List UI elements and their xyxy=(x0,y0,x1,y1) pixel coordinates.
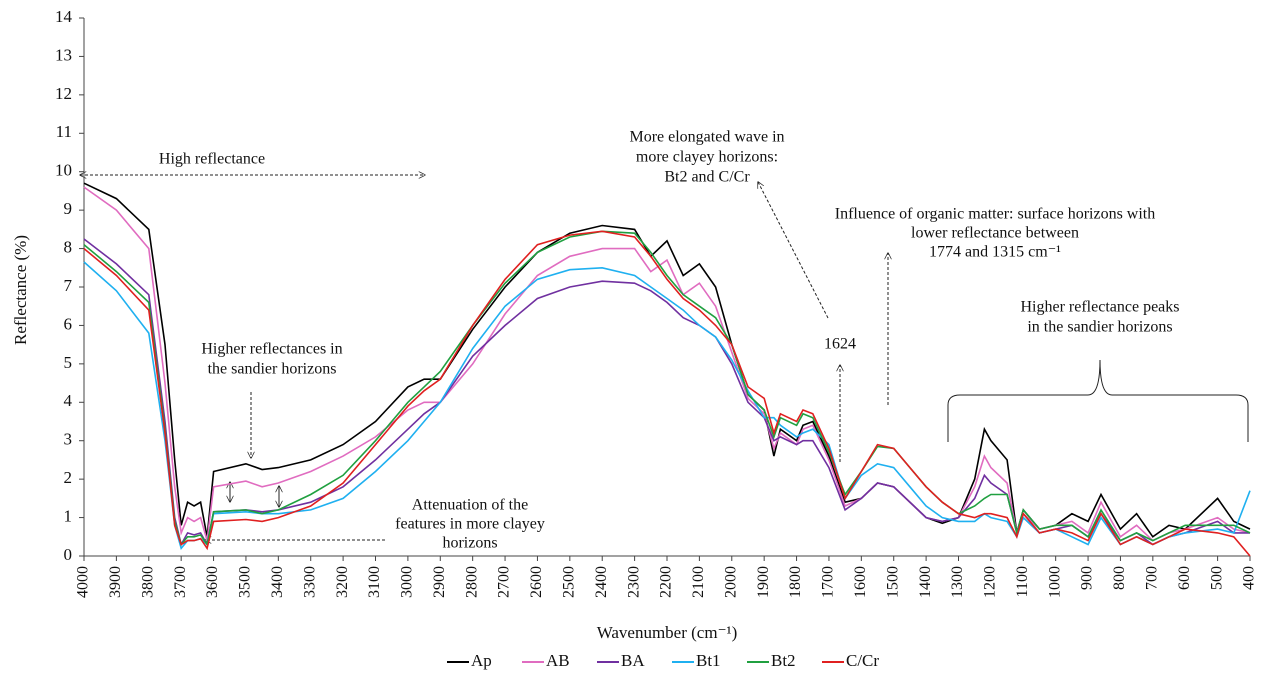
y-tick-label: 13 xyxy=(55,45,72,64)
annotation: in the sandier horizons xyxy=(1027,319,1172,336)
y-tick-label: 1 xyxy=(64,506,73,525)
x-tick-label: 1600 xyxy=(852,566,869,598)
y-tick-label: 10 xyxy=(55,161,72,180)
x-tick-label: 2800 xyxy=(463,566,480,598)
x-tick-label: 2300 xyxy=(625,566,642,598)
x-tick-label: 3500 xyxy=(237,566,254,598)
annotation: the sandier horizons xyxy=(208,361,337,378)
y-tick-label: 8 xyxy=(64,237,73,256)
x-tick-label: 4000 xyxy=(75,566,92,598)
x-tick-label: 3300 xyxy=(301,566,318,598)
annotation-arrows xyxy=(80,175,1249,540)
x-tick-label: 1200 xyxy=(982,566,999,598)
x-tick-label: 3700 xyxy=(172,566,189,598)
x-tick-label: 2700 xyxy=(496,566,513,598)
x-tick-label: 2400 xyxy=(593,566,610,598)
x-tick-label: 600 xyxy=(1176,566,1193,590)
x-tick-label: 700 xyxy=(1144,566,1161,590)
y-axis-label: Reflectance (%) xyxy=(11,235,30,345)
x-tick-label: 1300 xyxy=(949,566,966,598)
legend-label: C/Cr xyxy=(846,651,879,670)
x-tick-label: 3400 xyxy=(269,566,286,598)
x-tick-label: 2200 xyxy=(658,566,675,598)
legend-label: Bt1 xyxy=(696,651,721,670)
annotation: 1774 and 1315 cm⁻¹ xyxy=(929,244,1061,261)
x-tick-label: 3200 xyxy=(334,566,351,598)
x-tick-label: 1500 xyxy=(884,566,901,598)
x-tick-label: 3900 xyxy=(107,566,124,598)
annotation: horizons xyxy=(442,535,497,552)
legend-label: Bt2 xyxy=(771,651,796,670)
x-tick-label: 2600 xyxy=(528,566,545,598)
y-tick-label: 9 xyxy=(64,199,73,218)
x-tick-label: 1400 xyxy=(917,566,934,598)
legend-label: Ap xyxy=(471,651,492,670)
legend-label: AB xyxy=(546,651,570,670)
x-tick-label: 1900 xyxy=(755,566,772,598)
y-tick-label: 0 xyxy=(64,545,73,564)
x-tick-label: 500 xyxy=(1208,566,1225,590)
x-tick-label: 3000 xyxy=(399,566,416,598)
y-tick-label: 6 xyxy=(64,314,73,333)
annotation: more clayey horizons: xyxy=(636,149,778,166)
legend-label: BA xyxy=(621,651,645,670)
y-tick-label: 4 xyxy=(64,391,73,410)
y-tick-label: 11 xyxy=(56,122,72,141)
x-tick-label: 1800 xyxy=(787,566,804,598)
x-tick-label: 1100 xyxy=(1014,566,1031,597)
series-line xyxy=(83,230,1251,557)
annotation: 1624 xyxy=(824,336,856,353)
y-tick-label: 7 xyxy=(64,276,73,295)
x-tick-label: 3800 xyxy=(139,566,156,598)
x-tick-label: 900 xyxy=(1079,566,1096,590)
x-axis-label: Wavenumber (cm⁻¹) xyxy=(597,623,738,642)
y-tick-label: 3 xyxy=(64,430,73,449)
x-tick-label: 400 xyxy=(1241,566,1258,590)
annotation: lower reflectance between xyxy=(911,225,1079,242)
y-tick-label: 12 xyxy=(55,84,72,103)
x-tick-label: 1700 xyxy=(820,566,837,598)
x-tick-label: 2900 xyxy=(431,566,448,598)
annotation: Influence of organic matter: surface hor… xyxy=(835,206,1155,223)
annotation: More elongated wave in xyxy=(629,129,784,146)
annotation: features in more clayey xyxy=(395,516,545,533)
x-tick-label: 2000 xyxy=(722,566,739,598)
x-tick-label: 2100 xyxy=(690,566,707,598)
y-tick-label: 2 xyxy=(64,468,73,487)
series-line xyxy=(83,238,1250,547)
annotation: Higher reflectances in xyxy=(201,341,342,358)
x-tick-label: 800 xyxy=(1111,566,1128,590)
y-tick-label: 5 xyxy=(64,353,73,372)
x-tick-label: 3100 xyxy=(366,566,383,598)
annotation: Higher reflectance peaks xyxy=(1020,299,1179,316)
x-tick-label: 3600 xyxy=(204,566,221,598)
series-line xyxy=(83,230,1251,547)
y-tick-label: 14 xyxy=(55,7,73,26)
annotation: Attenuation of the xyxy=(412,497,528,514)
annotation: High reflectance xyxy=(159,151,265,168)
annotation: Bt2 and C/Cr xyxy=(664,169,750,186)
x-tick-label: 1000 xyxy=(1046,566,1063,598)
x-tick-label: 2500 xyxy=(561,566,578,598)
